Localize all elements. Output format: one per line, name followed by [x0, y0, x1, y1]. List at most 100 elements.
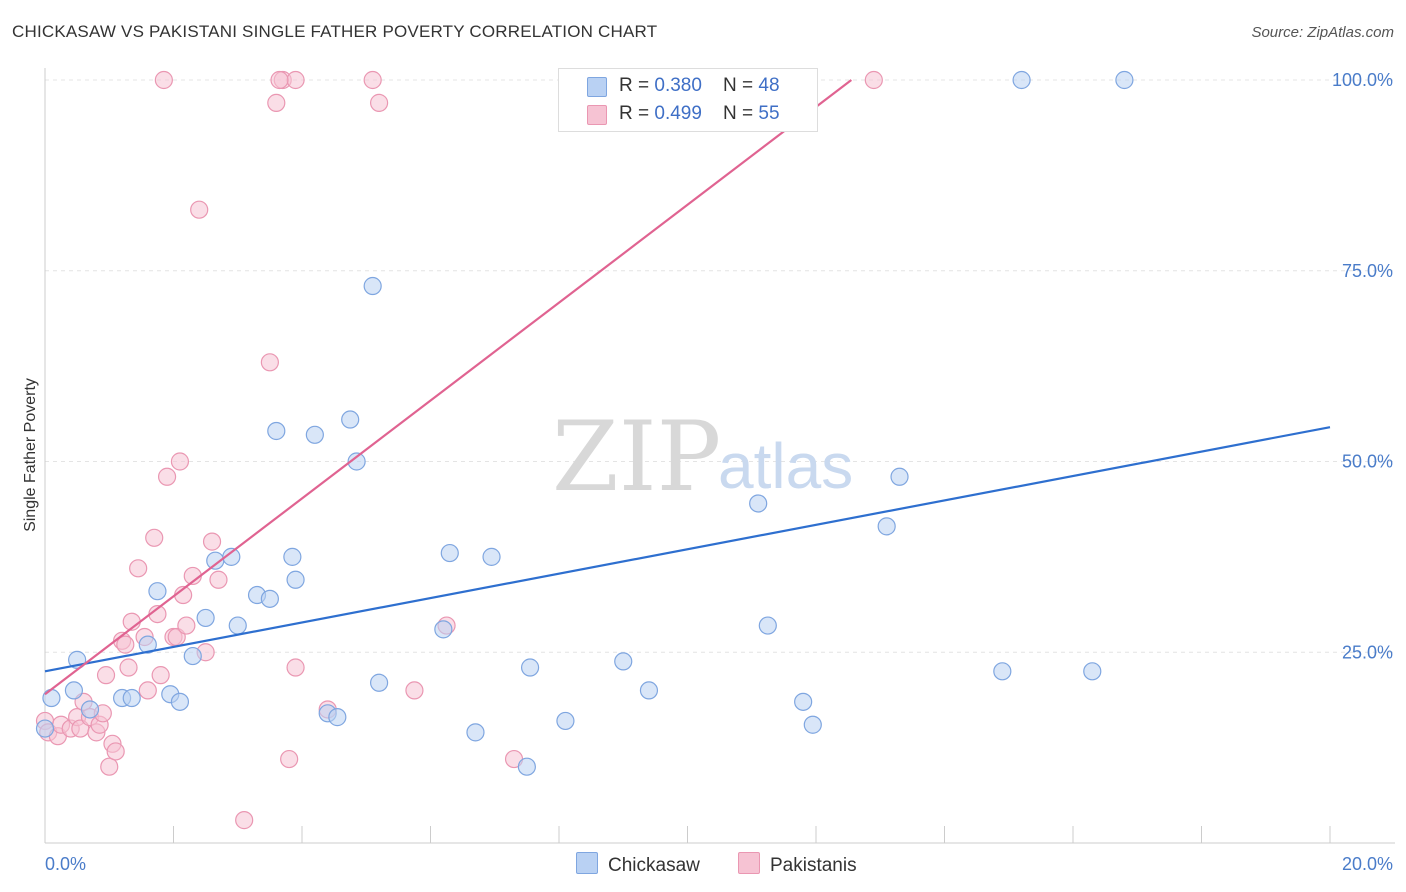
pakistani-point: [157, 467, 177, 486]
trend-lines: [44, 79, 1331, 696]
pakistani-point: [119, 658, 138, 677]
y-tick-label: 100.0%: [1332, 70, 1393, 90]
x-tick-label: 0.0%: [45, 854, 86, 874]
legend: R = 0.380 N = 48 R = 0.499 N = 55: [558, 68, 818, 132]
chickasaw-point: [520, 658, 540, 677]
legend-r-value: 0.380: [654, 75, 702, 96]
chickasaw-point: [341, 410, 360, 429]
pakistani-point: [177, 616, 196, 635]
pakistani-point: [286, 70, 305, 90]
pakistani-point: [280, 749, 299, 769]
chickasaw-point: [328, 708, 347, 727]
legend-n-label: N =: [723, 103, 759, 124]
chickasaw-point: [170, 692, 190, 711]
chickasaw-point: [196, 608, 215, 628]
bottom-legend-pakistanis: Pakistanis: [738, 852, 857, 877]
chickasaw-point: [758, 616, 777, 635]
legend-n-label: N =: [723, 75, 759, 96]
pakistani-point: [154, 70, 173, 90]
pakistani-point: [106, 742, 125, 761]
y-tick-label: 50.0%: [1342, 452, 1393, 472]
bottom-legend-swatch-chickasaw: [576, 852, 598, 874]
pakistani-point: [270, 70, 289, 90]
pakistani-point: [405, 681, 424, 700]
pakistani-point: [190, 200, 209, 219]
y-tick-label: 25.0%: [1342, 642, 1393, 662]
bottom-legend-label-chickasaw: Chickasaw: [608, 855, 700, 876]
chickasaw-point: [222, 547, 241, 566]
chickasaw-point: [363, 276, 382, 296]
legend-swatch-chickasaw: [587, 77, 607, 97]
pakistani-point: [116, 635, 135, 654]
legend-row-pakistanis: R = 0.499 N = 55: [559, 101, 817, 127]
grid-lines: [45, 79, 1395, 653]
chickasaw-point: [267, 421, 286, 441]
chickasaw-point: [286, 570, 305, 589]
chickasaw-point: [283, 547, 302, 566]
chickasaw-point: [639, 681, 659, 700]
tick-labels: 25.0% 50.0% 75.0% 100.0% 0.0% 20.0%: [45, 70, 1393, 874]
chickasaw-point: [183, 646, 202, 666]
chickasaw-point: [614, 652, 633, 671]
watermark: ZIP atlas: [552, 401, 853, 513]
chickasaw-point: [80, 700, 100, 719]
pakistani-point: [260, 353, 279, 372]
pakistani-point: [235, 811, 254, 830]
chickasaw-point: [1012, 70, 1031, 90]
chickasaw-point: [440, 543, 459, 563]
legend-stats-pakistanis: R = 0.499 N = 55: [619, 103, 780, 125]
pakistani-point: [864, 70, 883, 90]
watermark-zip: ZIP: [552, 401, 721, 513]
chickasaw-point: [803, 715, 822, 734]
pakistani-point: [151, 666, 170, 685]
legend-row-chickasaw: R = 0.380 N = 48: [559, 73, 817, 99]
chickasaw-point: [305, 425, 324, 444]
chickasaw-point: [228, 616, 247, 635]
legend-n-value: 55: [758, 103, 780, 124]
source-label: Source: ZipAtlas.com: [1251, 24, 1394, 41]
chart-title: CHICKASAW VS PAKISTANI SINGLE FATHER POV…: [12, 22, 658, 41]
bottom-legend-swatch-pakistanis: [738, 852, 760, 874]
chickasaw-point: [993, 662, 1012, 681]
bottom-legend-chickasaw: Chickasaw: [576, 852, 700, 877]
pakistani-point: [96, 666, 116, 685]
chickasaw-point: [138, 635, 157, 654]
chickasaw-point: [347, 452, 366, 471]
chickasaw-point: [434, 620, 453, 639]
pakistani-point: [170, 452, 190, 471]
watermark-atlas: atlas: [718, 430, 853, 502]
legend-r-label: R =: [619, 103, 655, 124]
chickasaw-point: [877, 517, 896, 536]
legend-r-label: R =: [619, 75, 655, 96]
legend-swatch-pakistanis: [587, 105, 607, 125]
chickasaw-point: [556, 711, 575, 731]
legend-stats-chickasaw: R = 0.380 N = 48: [619, 75, 780, 97]
chickasaw-point: [1115, 70, 1134, 90]
chickasaw-point: [1083, 662, 1102, 681]
pakistani-point: [129, 559, 148, 578]
x-tick-label: 20.0%: [1342, 854, 1393, 874]
bottom-legend-label-pakistanis: Pakistanis: [770, 855, 857, 876]
chickasaw-point: [122, 688, 141, 708]
chickasaw-point: [148, 582, 167, 601]
y-axis-label: Single Father Poverty: [22, 378, 39, 532]
chickasaw-point: [517, 757, 536, 776]
pakistani-trend-line: [44, 79, 853, 696]
chickasaw-trend-line: [44, 426, 1331, 673]
legend-r-value: 0.499: [654, 103, 702, 124]
pakistani-point: [145, 528, 164, 547]
legend-n-value: 48: [758, 75, 780, 96]
chickasaw-point: [890, 467, 909, 486]
pakistani-point: [370, 93, 389, 112]
pakistani-point: [363, 70, 382, 90]
chickasaw-point: [260, 589, 279, 608]
pakistani-point: [100, 757, 119, 776]
chickasaw-point: [749, 494, 768, 513]
pakistani-point: [202, 532, 222, 551]
pakistani-point: [138, 681, 157, 700]
pakistani-point: [286, 658, 305, 677]
chickasaw-point: [64, 681, 84, 700]
data-points: [35, 70, 1134, 830]
chickasaw-point: [370, 673, 389, 692]
